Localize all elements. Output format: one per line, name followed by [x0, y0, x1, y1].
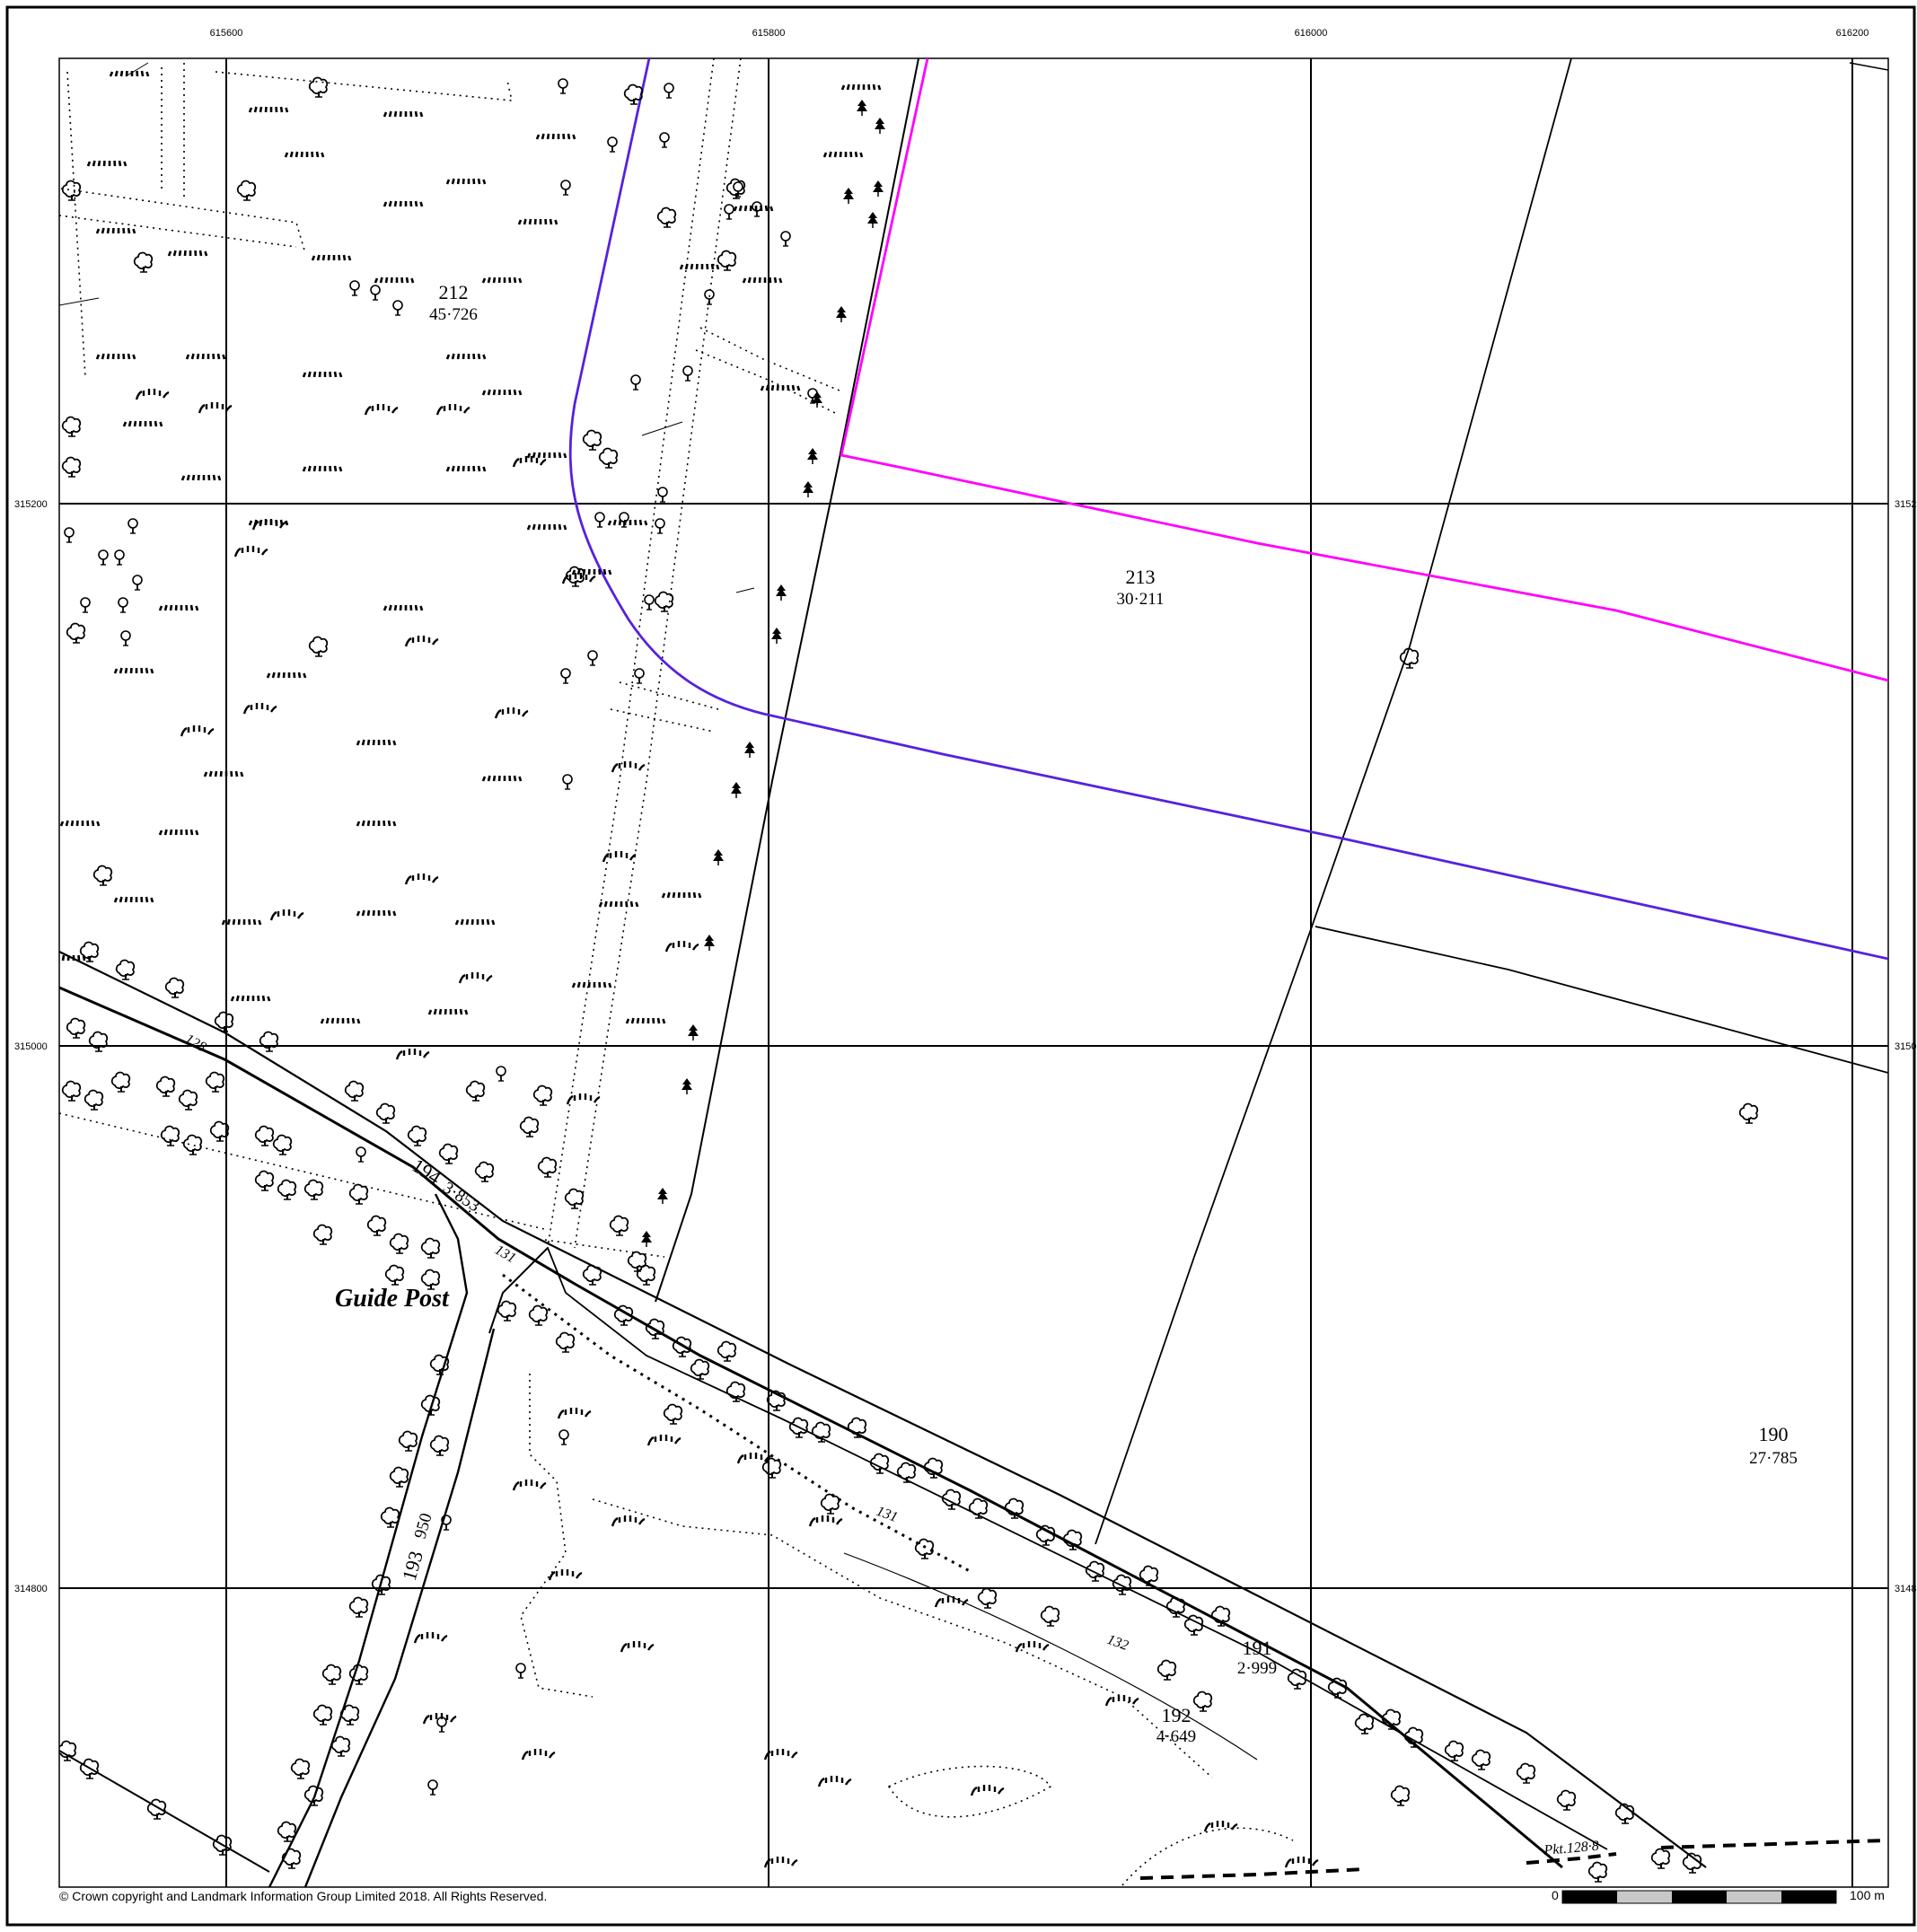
- northing-label-right: 3148: [1895, 1584, 1916, 1594]
- copyright-notice: © Crown copyright and Landmark Informati…: [59, 1889, 548, 1903]
- guide-post-label: Guide Post: [335, 1285, 450, 1313]
- northing-label: 315000: [14, 1041, 48, 1052]
- scale-end-label: 100 m: [1850, 1888, 1885, 1902]
- scale-start-label: 0: [1552, 1888, 1559, 1902]
- buffer-boundary[interactable]: [568, 58, 1888, 961]
- northing-label: 315200: [14, 499, 48, 510]
- parcel-area: 2·999: [1237, 1659, 1277, 1678]
- benchmark-label: Pkt.128·8: [1543, 1839, 1600, 1858]
- coordinate-grid: [59, 58, 1888, 1887]
- parcel-number: 190: [1759, 1423, 1789, 1445]
- parcel-area: 30·211: [1116, 590, 1164, 609]
- easting-label: 615600: [210, 28, 243, 39]
- scale-bar: [1561, 1890, 1837, 1904]
- easting-label: 615800: [752, 28, 786, 39]
- parcel-number: 212: [439, 281, 469, 303]
- parcel-area: 27·785: [1749, 1449, 1798, 1468]
- parcel-area: 45·726: [429, 305, 478, 324]
- parcel-number: 191: [1243, 1637, 1272, 1659]
- map-features: [59, 58, 1888, 1887]
- outer-frame: [5, 5, 1916, 1927]
- easting-label: 616000: [1295, 28, 1328, 39]
- map-frame: [58, 57, 1889, 1888]
- parcel-labels: 212 45·726 213 30·211 190 27·785 191 2·9…: [398, 281, 1798, 1746]
- parcel-number: 213: [1126, 566, 1156, 588]
- site-boundary[interactable]: [840, 58, 1888, 682]
- northing-label-right: 3150: [1895, 1041, 1916, 1052]
- easting-label: 616200: [1836, 28, 1869, 39]
- northing-label: 314800: [14, 1584, 48, 1594]
- northing-label-right: 3152: [1895, 499, 1916, 510]
- parcel-area: 4·649: [1156, 1727, 1196, 1746]
- parcel-number: 192: [1162, 1704, 1192, 1726]
